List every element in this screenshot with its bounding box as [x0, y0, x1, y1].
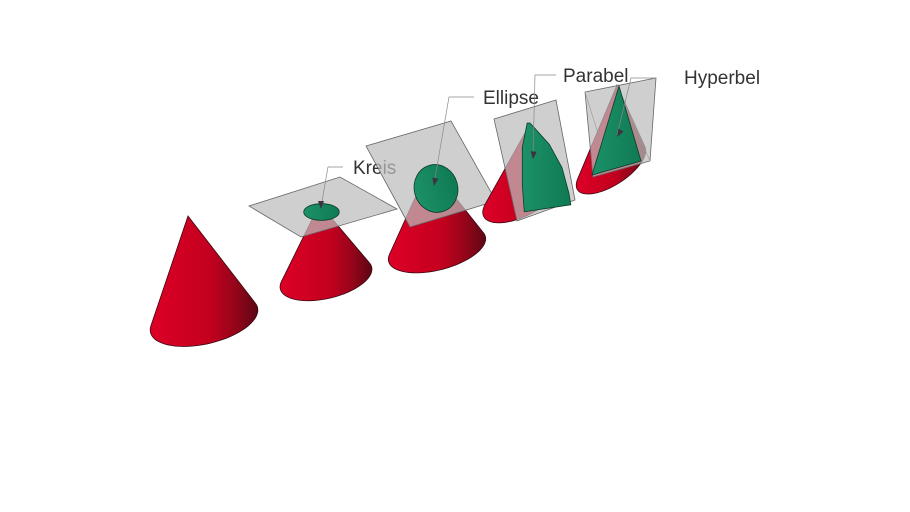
svg-text:Hyperbel: Hyperbel: [684, 68, 760, 89]
svg-text:Ellipse: Ellipse: [483, 88, 539, 109]
svg-text:Parabel: Parabel: [563, 66, 629, 87]
